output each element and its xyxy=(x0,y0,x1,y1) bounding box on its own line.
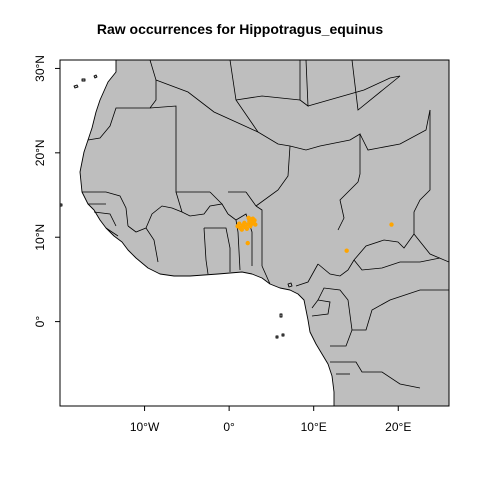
occurrence-point xyxy=(344,248,349,253)
y-axis: 30°N 20°N 10°N 0° xyxy=(33,55,60,327)
plot-frame xyxy=(59,59,450,407)
land-layer xyxy=(60,60,449,406)
x-tick-label: 10°E xyxy=(301,420,327,434)
bioko-island xyxy=(287,282,293,288)
occurrence-point xyxy=(246,215,251,221)
occurrence-point xyxy=(239,227,245,232)
occurrence-point xyxy=(242,220,247,226)
occurrence-point xyxy=(389,222,394,227)
occurrence-point xyxy=(244,226,250,231)
occurrence-point xyxy=(237,221,242,226)
canary-islands xyxy=(73,84,79,89)
occurrence-point xyxy=(248,224,253,229)
occurrence-point xyxy=(253,222,258,227)
principe-island xyxy=(281,333,285,337)
sao-tome-island xyxy=(279,313,283,318)
africa-landmass xyxy=(79,60,449,406)
occurrence-point xyxy=(245,240,250,246)
canary-islands-2 xyxy=(81,78,86,82)
y-tick-label: 0° xyxy=(33,316,47,328)
x-axis: 10°W 0° 10°E 20°E xyxy=(130,406,411,434)
canary-islands-3 xyxy=(93,74,98,79)
y-tick-label: 30°N xyxy=(33,55,47,82)
annobon-island xyxy=(275,335,279,339)
x-tick-label: 0° xyxy=(223,420,235,434)
y-tick-label: 20°N xyxy=(33,139,47,166)
x-tick-label: 20°E xyxy=(385,420,411,434)
occurrence-points xyxy=(235,215,394,253)
country-borders xyxy=(82,60,449,389)
chart-title: Raw occurrences for Hippotragus_equinus xyxy=(96,21,384,37)
x-tick-label: 10°W xyxy=(130,420,160,434)
y-tick-label: 10°N xyxy=(33,224,47,251)
